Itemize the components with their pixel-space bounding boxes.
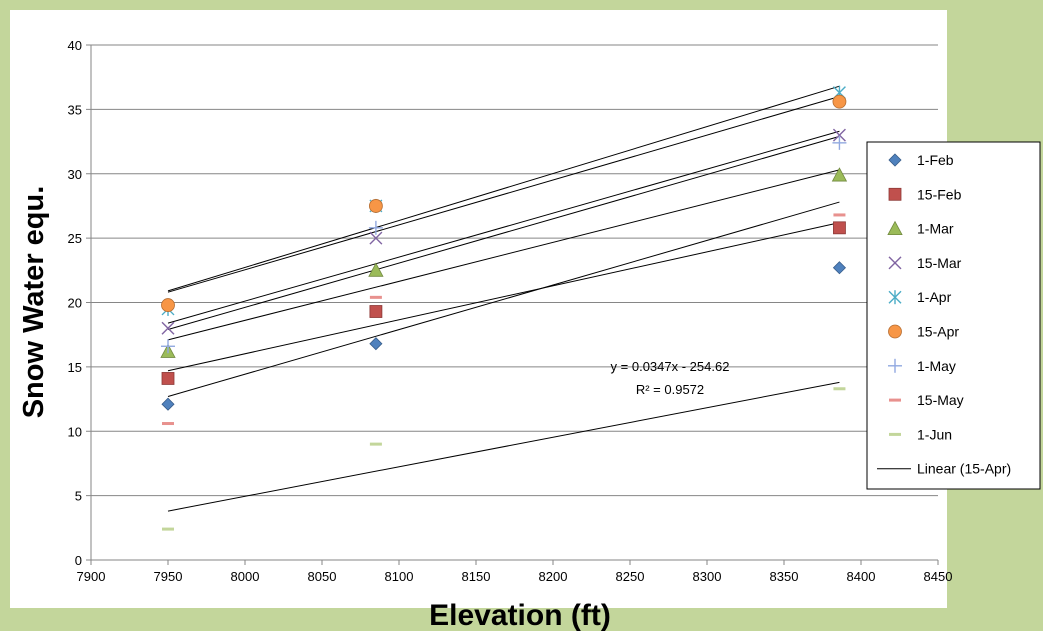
trendlines xyxy=(167,85,840,512)
y-tick-label: 5 xyxy=(75,489,82,504)
x-tick-label: 8250 xyxy=(616,569,645,584)
point-1-Feb xyxy=(369,337,383,351)
x-tick-label: 8050 xyxy=(308,569,337,584)
y-tick-label: 20 xyxy=(68,296,82,311)
trendline xyxy=(167,85,840,292)
point-15-Feb xyxy=(833,221,846,235)
x-tick-label: 7950 xyxy=(154,569,183,584)
y-tick-label: 40 xyxy=(68,38,82,53)
x-tick-label: 8200 xyxy=(539,569,568,584)
trendline xyxy=(167,135,840,331)
y-tick-label: 15 xyxy=(68,360,82,375)
point-1-May xyxy=(161,339,175,354)
x-tick-label: 8400 xyxy=(847,569,876,584)
x-tick-label: 8350 xyxy=(770,569,799,584)
point-15-Feb xyxy=(161,372,175,385)
trendline xyxy=(167,201,840,397)
legend-marker-15-Feb xyxy=(888,187,902,201)
point-1-Jun xyxy=(833,387,846,391)
point-15-Apr xyxy=(161,298,175,312)
legend-label: 1-Mar xyxy=(917,221,954,237)
point-1-Mar xyxy=(831,167,848,182)
legend-label: 1-Feb xyxy=(917,152,954,168)
legend-marker-1-Mar xyxy=(887,220,903,236)
legend-marker-15-May xyxy=(889,398,901,402)
x-tick-label: 8100 xyxy=(385,569,414,584)
plot-area-background xyxy=(10,10,947,608)
point-1-May xyxy=(832,135,847,150)
y-tick-label: 10 xyxy=(68,424,82,439)
trendline xyxy=(167,222,840,372)
trendline xyxy=(167,169,840,341)
point-1-Feb xyxy=(161,397,175,411)
trendline xyxy=(167,96,840,293)
trendline-equation: y = 0.0347x - 254.62 xyxy=(611,359,730,374)
x-tick-label: 8150 xyxy=(462,569,491,584)
point-1-Feb xyxy=(832,261,847,275)
legend-label: 15-Feb xyxy=(917,186,962,202)
point-15-Apr xyxy=(832,94,847,109)
legend-marker-1-Jun xyxy=(889,432,901,436)
legend-marker-15-Apr xyxy=(888,324,902,339)
y-tick-label: 0 xyxy=(75,553,82,568)
point-1-Mar xyxy=(368,262,384,277)
x-tick-labels: 7900 7950 8000 8050 8100 8150 8200 8250 8300 8350… xyxy=(77,560,953,584)
legend-marker-15-Mar xyxy=(888,256,902,270)
gridlines xyxy=(91,44,938,497)
point-15-May xyxy=(833,213,846,217)
y-tick-label: 30 xyxy=(68,167,82,182)
data-points xyxy=(160,85,848,531)
y-axis-title: Snow Water equ. xyxy=(18,186,50,419)
legend-marker-1-Feb xyxy=(888,153,902,167)
legend-label: Linear (15-Apr) xyxy=(917,461,1011,477)
legend-marker-1-Apr xyxy=(888,290,902,305)
point-1-Jun xyxy=(162,527,174,531)
x-tick-label: 8300 xyxy=(693,569,722,584)
trendline-r-squared: R² = 0.9572 xyxy=(636,382,704,397)
point-15-Apr xyxy=(368,199,383,213)
legend-label: 15-May xyxy=(917,392,964,408)
legend-label: 1-Apr xyxy=(917,289,952,305)
point-1-May xyxy=(368,220,383,235)
trendline xyxy=(167,381,840,512)
legend-label: 15-Mar xyxy=(917,255,962,271)
point-15-May xyxy=(162,422,174,426)
legend: 1-Feb 15-Feb 1-Mar 15-Mar 1-Apr 15-Apr 1-May 15… xyxy=(866,141,1041,490)
x-tick-label: 8000 xyxy=(231,569,260,584)
trendline xyxy=(167,130,840,324)
y-tick-label: 35 xyxy=(68,102,82,117)
point-15-Feb xyxy=(369,305,383,318)
legend-label: 1-Jun xyxy=(917,426,952,442)
legend-label: 1-May xyxy=(917,358,956,374)
legend-label: 15-Apr xyxy=(917,324,959,340)
point-15-Mar xyxy=(832,128,846,142)
point-15-Mar xyxy=(369,231,383,245)
legend-marker-1-May xyxy=(888,358,902,373)
point-15-Mar xyxy=(161,321,175,335)
point-1-Jun xyxy=(369,442,382,446)
point-15-May xyxy=(369,295,382,299)
y-tick-label: 25 xyxy=(68,231,82,246)
x-tick-label: 7900 xyxy=(77,569,106,584)
x-tick-label: 8450 xyxy=(924,569,953,584)
y-tick-labels: 0 5 10 15 20 25 30 35 40 xyxy=(68,38,91,568)
x-axis-title: Elevation (ft) xyxy=(429,599,611,631)
